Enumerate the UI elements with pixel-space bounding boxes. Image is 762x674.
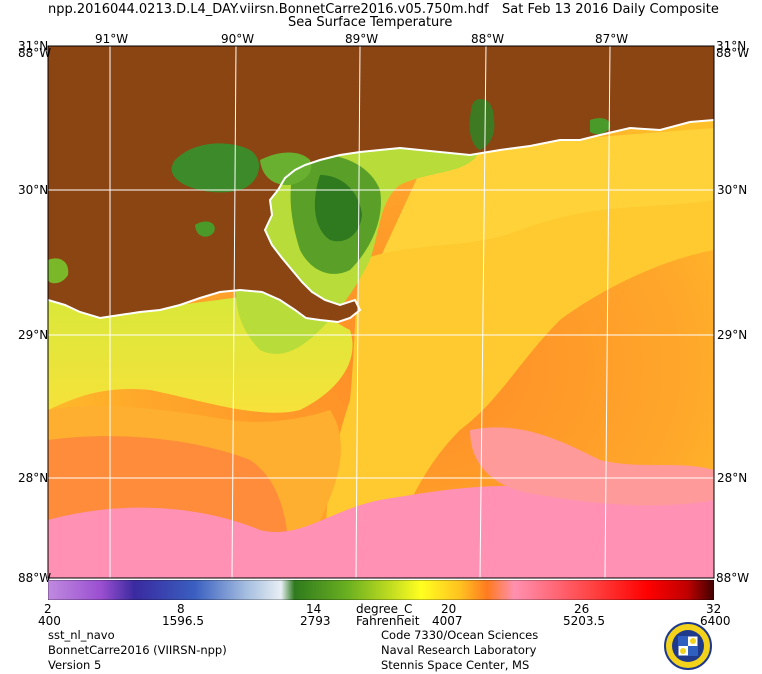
lon-label-89w: 89°W	[345, 32, 379, 46]
cbar-c-20: 20	[441, 602, 457, 616]
corner-bottom-left: 88°W	[18, 571, 52, 585]
lon-label-87w: 87°W	[595, 32, 629, 46]
lon-label-91w: 91°W	[95, 32, 129, 46]
corner-bottom-right: 88°W	[716, 571, 750, 585]
footer-algorithm: sst_nl_navo	[48, 628, 115, 642]
corner-top-left-b: 88°W	[18, 46, 52, 60]
bay-east	[590, 118, 611, 135]
lon-label-90w: 90°W	[221, 32, 255, 46]
cbar-f-4007: 4007	[432, 614, 463, 628]
corner-top-right: 31°N	[716, 39, 747, 53]
footer-dataset: BonnetCarre2016 (VIIRSN-npp)	[48, 643, 227, 657]
footer-code: Code 7330/Ocean Sciences	[381, 628, 539, 642]
cbar-c-32: 32	[706, 602, 722, 616]
lat-label-29n-left: 29°N	[18, 328, 49, 342]
lake-pontchartrain	[171, 143, 260, 193]
corner-top-left: 31°N	[18, 39, 49, 53]
date-title: Sat Feb 13 2016 Daily Composite	[502, 2, 719, 17]
cbar-f-5203: 5203.5	[563, 614, 605, 628]
lat-label-29n-right: 29°N	[717, 328, 748, 342]
product-title: Sea Surface Temperature	[288, 15, 453, 30]
cbar-f-unit: Fahrenheit	[356, 614, 420, 628]
cbar-c-26: 26	[574, 602, 590, 616]
cbar-c-14: 14	[306, 602, 322, 616]
colorbar	[48, 580, 714, 600]
pink-warm-water	[48, 480, 714, 578]
cbar-f-1596: 1596.5	[162, 614, 204, 628]
cbar-c-2: 2	[44, 602, 52, 616]
shelf-yellow	[326, 200, 714, 578]
marsh-west	[48, 258, 69, 284]
nrl-seal-logo	[664, 622, 712, 670]
cbar-f-6400: 6400	[700, 614, 731, 628]
coastline	[48, 119, 714, 324]
land	[48, 46, 714, 322]
cbar-c-8: 8	[177, 602, 185, 616]
footer-lab: Naval Research Laboratory	[381, 643, 537, 657]
cbar-c-unit: degree_C	[356, 602, 413, 616]
lat-label-30n-right: 30°N	[717, 183, 748, 197]
footer-location: Stennis Space Center, MS	[381, 658, 530, 672]
corner-top-right-b: 88°W	[716, 46, 750, 60]
marsh-1	[195, 221, 215, 237]
lat-label-30n-left: 30°N	[18, 183, 49, 197]
graticule	[48, 46, 714, 578]
lat-label-28n-right: 28°N	[717, 471, 748, 485]
plume-dark	[314, 175, 362, 242]
lon-label-88w: 88°W	[471, 32, 505, 46]
lake-borgne	[260, 152, 312, 186]
filename-title: npp.2016044.0213.D.L4_DAY.viirsn.BonnetC…	[48, 2, 489, 17]
cbar-f-400: 400	[38, 614, 61, 628]
cbar-f-2793: 2793	[300, 614, 331, 628]
pink-east	[470, 427, 714, 506]
mobile-bay	[469, 98, 495, 150]
footer-version: Version 5	[48, 658, 102, 672]
lat-label-28n-left: 28°N	[18, 471, 49, 485]
